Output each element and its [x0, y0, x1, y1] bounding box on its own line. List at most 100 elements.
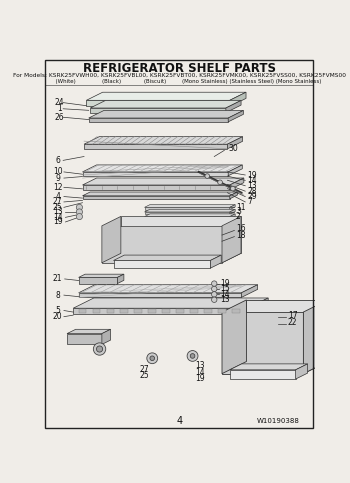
Text: 20: 20	[53, 312, 63, 321]
Bar	[79, 309, 86, 313]
Text: For Models: KSRK25FVWH00, KSRK25FVBL00, KSRK25FVBT00, KSRK25FVMK00, KSRK25FVSS00: For Models: KSRK25FVWH00, KSRK25FVBL00, …	[13, 73, 346, 78]
Bar	[148, 309, 156, 313]
Polygon shape	[83, 172, 228, 176]
Circle shape	[147, 353, 158, 364]
Polygon shape	[222, 300, 246, 374]
Text: 25: 25	[53, 203, 63, 212]
Bar	[232, 309, 240, 313]
Circle shape	[211, 286, 217, 292]
Polygon shape	[79, 277, 117, 284]
Polygon shape	[121, 216, 241, 254]
Text: 26: 26	[55, 113, 64, 122]
Circle shape	[211, 297, 217, 302]
Polygon shape	[228, 165, 242, 176]
Text: 14: 14	[196, 368, 205, 377]
Polygon shape	[145, 214, 235, 216]
Text: 15: 15	[220, 284, 230, 294]
Text: 14: 14	[53, 213, 63, 222]
Circle shape	[76, 213, 83, 220]
Polygon shape	[117, 274, 124, 284]
Polygon shape	[145, 205, 235, 207]
Bar	[190, 309, 198, 313]
Text: 5: 5	[55, 306, 60, 315]
Bar	[162, 309, 170, 313]
Circle shape	[218, 180, 222, 185]
Text: 11: 11	[236, 203, 245, 212]
Text: 3: 3	[236, 208, 241, 216]
Text: 9: 9	[55, 173, 60, 183]
Text: 2: 2	[236, 212, 241, 221]
Polygon shape	[86, 92, 246, 100]
Polygon shape	[230, 205, 235, 210]
Circle shape	[231, 186, 235, 191]
Text: 1: 1	[57, 104, 62, 114]
Text: 13: 13	[247, 181, 257, 190]
Polygon shape	[241, 284, 258, 298]
Polygon shape	[90, 100, 241, 108]
Polygon shape	[113, 260, 210, 268]
Text: 18: 18	[236, 230, 245, 240]
Polygon shape	[83, 185, 230, 190]
Bar	[134, 309, 142, 313]
Polygon shape	[84, 137, 243, 144]
Polygon shape	[89, 118, 228, 122]
Circle shape	[190, 354, 195, 358]
Polygon shape	[79, 274, 124, 277]
Text: REFRIGERATOR SHELF PARTS: REFRIGERATOR SHELF PARTS	[83, 62, 276, 75]
Text: 4: 4	[55, 192, 60, 201]
Circle shape	[187, 351, 198, 361]
Text: 13: 13	[53, 208, 63, 216]
Text: 29: 29	[247, 192, 257, 201]
Circle shape	[93, 343, 106, 355]
Text: 12: 12	[53, 183, 62, 192]
Text: 22: 22	[288, 317, 298, 327]
Text: W10190388: W10190388	[257, 418, 300, 424]
Text: 6: 6	[55, 156, 60, 165]
Polygon shape	[90, 108, 226, 113]
Polygon shape	[210, 255, 221, 268]
Polygon shape	[222, 312, 303, 374]
Polygon shape	[113, 255, 221, 260]
Bar	[176, 309, 184, 313]
Polygon shape	[86, 100, 230, 106]
Polygon shape	[67, 334, 102, 344]
Bar	[204, 309, 212, 313]
Polygon shape	[222, 362, 328, 374]
Polygon shape	[145, 207, 230, 210]
Polygon shape	[79, 293, 242, 298]
Polygon shape	[303, 300, 328, 374]
Circle shape	[76, 204, 83, 211]
Circle shape	[205, 174, 210, 178]
Polygon shape	[247, 298, 268, 313]
Circle shape	[211, 281, 217, 286]
Text: 14: 14	[247, 176, 257, 185]
Polygon shape	[102, 329, 111, 344]
Circle shape	[76, 209, 83, 215]
Text: 27: 27	[53, 198, 63, 206]
Text: 19: 19	[53, 217, 63, 227]
Polygon shape	[230, 364, 308, 370]
Text: 24: 24	[55, 98, 64, 107]
Polygon shape	[79, 284, 258, 293]
Polygon shape	[83, 192, 237, 196]
Polygon shape	[84, 144, 228, 149]
Polygon shape	[230, 209, 235, 214]
Polygon shape	[230, 178, 244, 190]
Circle shape	[211, 292, 217, 297]
Text: (White)               (Black)             (Biscuit)         (Mono Stainless) (St: (White) (Black) (Biscuit) (Mono Stainles…	[38, 79, 321, 84]
Polygon shape	[230, 214, 235, 219]
Polygon shape	[228, 111, 243, 122]
Text: 25: 25	[140, 371, 149, 381]
Polygon shape	[73, 308, 247, 313]
Text: 7: 7	[247, 198, 252, 206]
Text: 10: 10	[53, 168, 63, 176]
Polygon shape	[145, 216, 230, 219]
Polygon shape	[67, 329, 111, 334]
Polygon shape	[83, 165, 242, 172]
Circle shape	[150, 356, 155, 361]
Polygon shape	[89, 111, 243, 118]
Polygon shape	[83, 178, 244, 185]
Text: 28: 28	[247, 186, 257, 196]
Bar	[218, 309, 226, 313]
Polygon shape	[230, 92, 246, 106]
